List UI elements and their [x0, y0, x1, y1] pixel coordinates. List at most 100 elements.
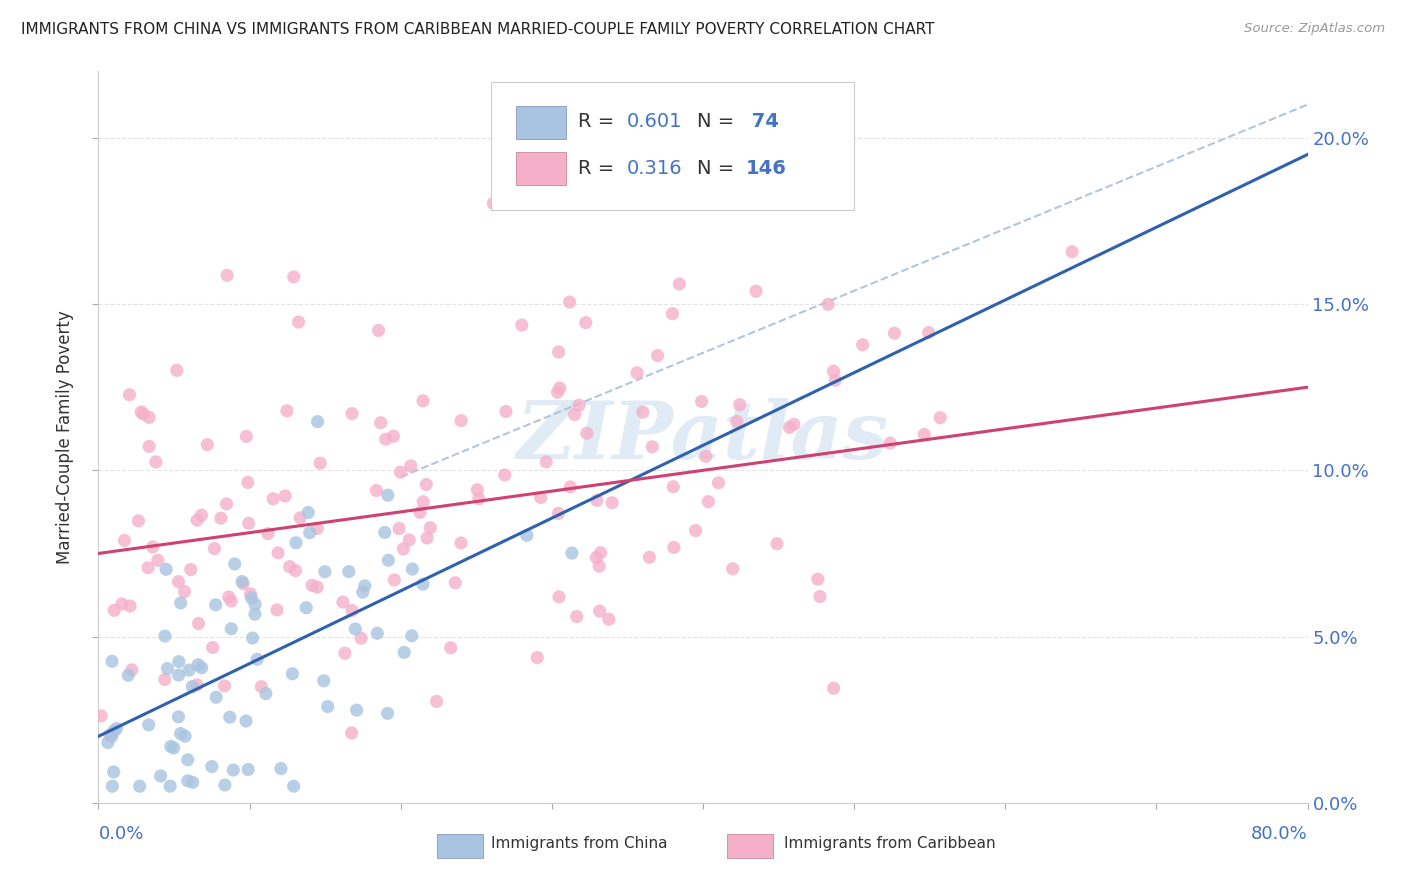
Point: [366, 483, 388, 498]
Point: [246, 652, 269, 666]
Point: [575, 426, 598, 441]
Point: [98, 728, 121, 742]
Point: [240, 591, 263, 605]
Point: [103, 764, 125, 779]
Point: [883, 326, 905, 341]
Point: [100, 730, 122, 744]
Point: [186, 678, 208, 692]
Point: [631, 405, 654, 419]
Point: [707, 475, 730, 490]
Point: [138, 439, 160, 453]
Point: [638, 550, 661, 565]
Point: [333, 646, 356, 660]
Point: [526, 650, 548, 665]
Point: [516, 528, 538, 542]
Point: [662, 541, 685, 555]
Point: [283, 779, 305, 793]
Point: [575, 316, 598, 330]
Point: [388, 522, 411, 536]
Point: [548, 590, 571, 604]
Point: [295, 600, 318, 615]
Point: [314, 565, 336, 579]
Point: [235, 714, 257, 728]
Point: [721, 562, 744, 576]
Point: [238, 516, 260, 531]
Point: [132, 407, 155, 421]
Point: [209, 511, 232, 525]
Point: [177, 773, 200, 788]
Point: [242, 631, 264, 645]
Point: [221, 622, 243, 636]
Point: [419, 521, 441, 535]
Y-axis label: Married-Couple Family Poverty: Married-Couple Family Poverty: [56, 310, 75, 564]
Point: [374, 525, 396, 540]
Point: [121, 663, 143, 677]
Point: [190, 661, 212, 675]
Point: [149, 769, 172, 783]
Point: [238, 763, 260, 777]
Point: [204, 541, 226, 556]
Point: [366, 626, 388, 640]
Point: [808, 590, 831, 604]
Point: [167, 668, 190, 682]
Point: [561, 546, 583, 560]
Point: [156, 662, 179, 676]
FancyBboxPatch shape: [727, 834, 773, 858]
Point: [218, 710, 240, 724]
Point: [243, 597, 266, 611]
Point: [214, 679, 236, 693]
Point: [103, 724, 125, 739]
Point: [728, 398, 751, 412]
Point: [588, 559, 610, 574]
Point: [409, 505, 432, 519]
Point: [585, 550, 607, 565]
Point: [401, 562, 423, 576]
Point: [589, 604, 612, 618]
Point: [668, 277, 690, 291]
Point: [647, 349, 669, 363]
Point: [219, 594, 242, 608]
Point: [340, 726, 363, 740]
Point: [186, 513, 208, 527]
Point: [307, 415, 329, 429]
Point: [440, 640, 463, 655]
Point: [287, 315, 309, 329]
Point: [312, 673, 335, 688]
Point: [235, 429, 257, 443]
Point: [231, 574, 253, 589]
Text: R =: R =: [578, 112, 621, 131]
Point: [97, 735, 120, 749]
Point: [398, 533, 420, 547]
Point: [167, 574, 190, 589]
Point: [274, 489, 297, 503]
Text: ZIPatlas: ZIPatlas: [517, 399, 889, 475]
Point: [426, 694, 449, 708]
Point: [879, 436, 901, 450]
Point: [138, 718, 160, 732]
Point: [332, 595, 354, 609]
Point: [725, 414, 748, 428]
Point: [232, 576, 254, 591]
Point: [155, 562, 177, 576]
Point: [101, 654, 124, 668]
Point: [283, 269, 305, 284]
Point: [145, 455, 167, 469]
Point: [377, 553, 399, 567]
Point: [450, 414, 472, 428]
Point: [450, 536, 472, 550]
Point: [278, 559, 301, 574]
Point: [262, 491, 284, 506]
Point: [195, 437, 218, 451]
Point: [190, 508, 212, 523]
Point: [128, 779, 150, 793]
Point: [444, 575, 467, 590]
Text: IMMIGRANTS FROM CHINA VS IMMIGRANTS FROM CARIBBEAN MARRIED-COUPLE FAMILY POVERTY: IMMIGRANTS FROM CHINA VS IMMIGRANTS FROM…: [21, 22, 935, 37]
Point: [685, 524, 707, 538]
Point: [817, 297, 839, 311]
Point: [236, 475, 259, 490]
Point: [353, 579, 375, 593]
Point: [101, 779, 124, 793]
Text: N =: N =: [697, 159, 741, 178]
Point: [468, 491, 491, 506]
Point: [215, 497, 238, 511]
